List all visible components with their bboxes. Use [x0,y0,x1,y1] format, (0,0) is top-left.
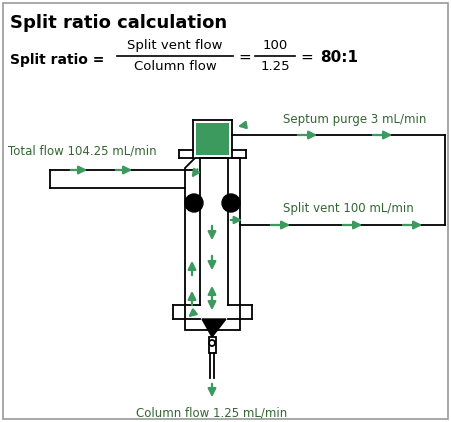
Text: Split vent flow: Split vent flow [127,39,223,52]
Text: =: = [301,49,313,65]
Circle shape [185,194,203,212]
Text: Column flow: Column flow [133,60,216,73]
Polygon shape [202,319,226,337]
Text: Split vent 100 mL/min: Split vent 100 mL/min [283,202,414,215]
Text: Total flow 104.25 mL/min: Total flow 104.25 mL/min [8,145,156,158]
Text: Septum purge 3 mL/min: Septum purge 3 mL/min [283,113,426,126]
Text: =: = [239,49,251,65]
Text: 100: 100 [262,39,288,52]
Text: 80:1: 80:1 [320,49,358,65]
Text: Split ratio calculation: Split ratio calculation [10,14,227,32]
Polygon shape [208,337,216,353]
Text: Column flow 1.25 mL/min: Column flow 1.25 mL/min [136,406,288,419]
Text: Split ratio =: Split ratio = [10,53,104,67]
Text: 1.25: 1.25 [260,60,290,73]
Polygon shape [196,123,229,155]
Circle shape [222,194,240,212]
